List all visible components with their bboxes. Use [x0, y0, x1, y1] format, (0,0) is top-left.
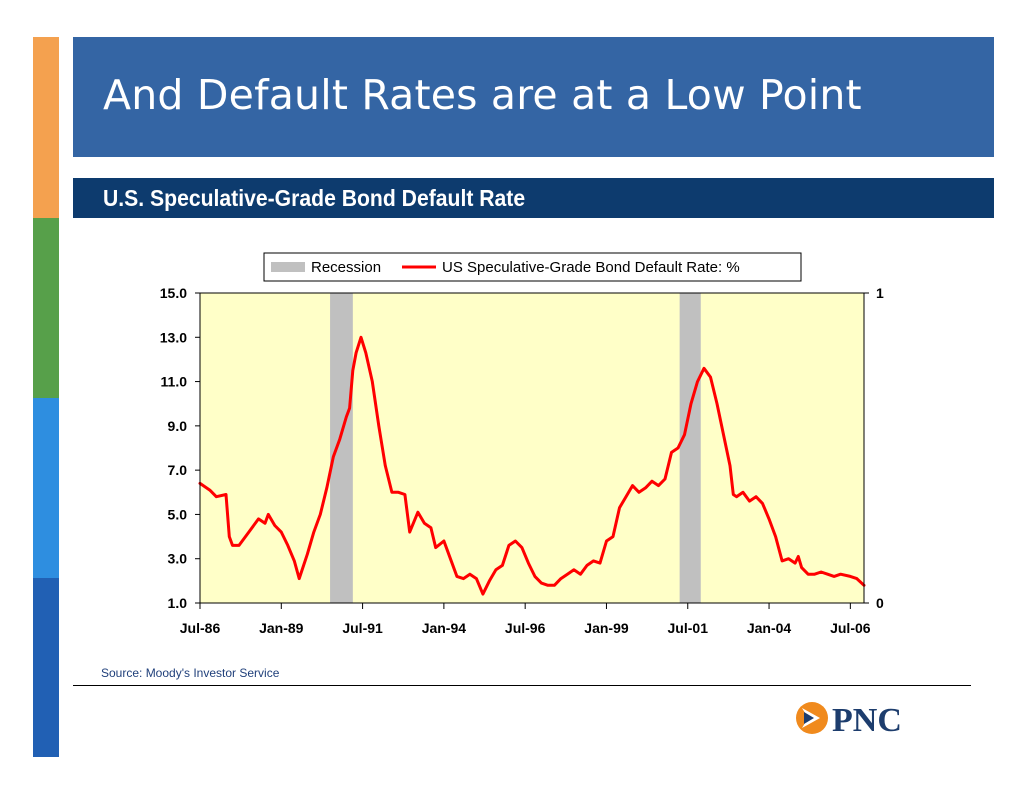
y-tick-label: 9.0 [168, 418, 188, 434]
slide-title: And Default Rates are at a Low Point [103, 71, 862, 119]
side-stripe-light-blue [33, 398, 59, 578]
recession-band [679, 293, 701, 603]
y2-tick-label: 0 [876, 595, 884, 611]
default-rate-chart: 15.0 13.0 11.0 9.0 7.0 5.0 3.0 1.0 1 0 Jul-86 Jan-8… [160, 252, 884, 636]
side-stripe-green [33, 218, 59, 398]
y-tick-label: 11.0 [161, 374, 188, 390]
y-tick-label: 1.0 [168, 595, 188, 611]
x-tick-label: Jul-01 [668, 620, 709, 636]
x-tick-label: Jul-06 [830, 620, 871, 636]
chart-legend [263, 252, 802, 282]
x-tick-label: Jul-96 [505, 620, 546, 636]
subtitle-banner: U.S. Speculative-Grade Bond Default Rate [73, 178, 994, 218]
pnc-logo: PNC [796, 702, 902, 739]
legend-label-default-rate: US Speculative-Grade Bond Default Rate: … [442, 259, 740, 276]
recession-band [330, 293, 353, 603]
footer-rule [73, 685, 971, 686]
y-tick-label: 5.0 [168, 506, 188, 522]
pnc-logo-mark [796, 702, 828, 734]
x-tick-label: Jan-04 [747, 620, 792, 636]
legend-swatch-recession [271, 262, 305, 272]
source-note: Source: Moody's Investor Service [101, 666, 280, 680]
side-stripe-dark-blue [33, 578, 59, 757]
pnc-logo-text: PNC [832, 702, 902, 739]
legend-label-recession: Recession [311, 259, 381, 276]
title-banner: And Default Rates are at a Low Point [73, 37, 994, 157]
side-stripe-orange [33, 37, 59, 218]
x-tick-label: Jan-99 [584, 620, 629, 636]
plot-area [200, 293, 864, 603]
x-tick-label: Jan-94 [422, 620, 467, 636]
x-tick-label: Jul-91 [342, 620, 383, 636]
default-rate-line [198, 335, 866, 596]
y2-tick-label: 1 [876, 285, 884, 301]
slide-subtitle: U.S. Speculative-Grade Bond Default Rate [103, 185, 526, 211]
x-tick-label: Jan-89 [259, 620, 304, 636]
y-tick-label: 15.0 [160, 285, 187, 301]
y-tick-label: 3.0 [168, 551, 188, 567]
y-tick-label: 13.0 [160, 329, 187, 345]
y-tick-label: 7.0 [168, 462, 188, 478]
x-tick-label: Jul-86 [180, 620, 221, 636]
